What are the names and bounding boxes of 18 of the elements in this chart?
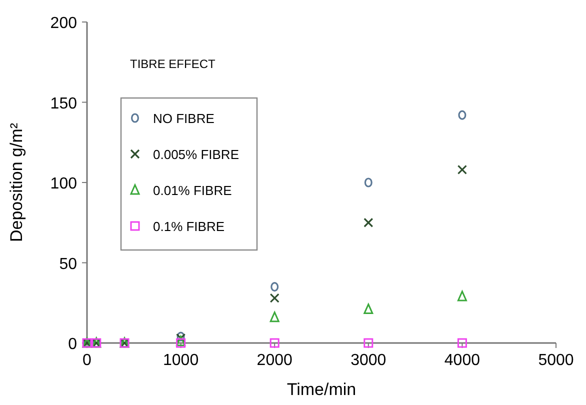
x-tick-label: 4000 bbox=[444, 352, 480, 369]
x-axis-title: Time/min bbox=[286, 380, 356, 399]
y-tick-label: 100 bbox=[50, 176, 78, 192]
y-tick-label: 150 bbox=[50, 95, 78, 112]
annotation: TIBRE EFFECT bbox=[130, 57, 216, 71]
legend-label: 0.1% FIBRE bbox=[153, 219, 225, 234]
x-tick-label: 3000 bbox=[350, 352, 386, 369]
legend-label: NO FIBRE bbox=[153, 111, 215, 126]
x-tick-label: 0 bbox=[82, 352, 92, 369]
x-tick-label: 2000 bbox=[256, 352, 292, 369]
legend-label: 0.005% FIBRE bbox=[153, 147, 240, 162]
x-tick-label: 5000 bbox=[538, 352, 574, 369]
legend-label: 0.01% FIBRE bbox=[153, 183, 232, 198]
y-tick-label: 200 bbox=[50, 15, 78, 32]
y-tick-label: 50 bbox=[59, 256, 78, 273]
y-axis-title: Deposition g/m² bbox=[7, 122, 26, 242]
x-tick-label: 1000 bbox=[163, 352, 199, 369]
y-tick-label: 0 bbox=[68, 336, 78, 353]
